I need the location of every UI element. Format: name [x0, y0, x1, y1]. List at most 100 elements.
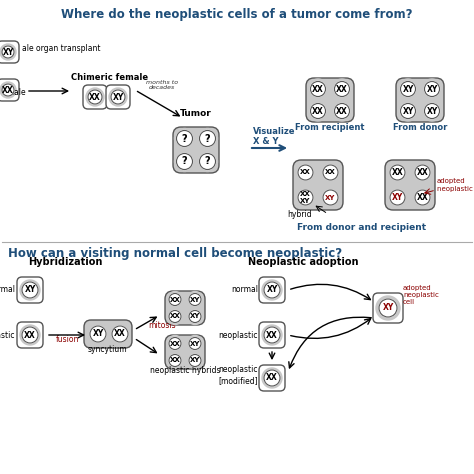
Circle shape — [198, 128, 218, 148]
Text: adopted
neoplastic cells: adopted neoplastic cells — [437, 179, 474, 191]
Circle shape — [187, 309, 203, 325]
Text: normal: normal — [231, 285, 258, 294]
Circle shape — [335, 82, 349, 97]
Text: neoplastic: neoplastic — [0, 330, 15, 339]
FancyBboxPatch shape — [373, 293, 403, 323]
Circle shape — [169, 310, 181, 322]
Circle shape — [167, 336, 183, 352]
Text: Visualize: Visualize — [253, 127, 295, 136]
Circle shape — [379, 299, 397, 317]
Text: Where do the neoplastic cells of a tumor come from?: Where do the neoplastic cells of a tumor… — [61, 8, 413, 21]
Circle shape — [262, 280, 282, 300]
Text: Neoplastic adoption: Neoplastic adoption — [248, 257, 358, 267]
Circle shape — [169, 355, 181, 366]
FancyBboxPatch shape — [106, 85, 130, 109]
FancyBboxPatch shape — [385, 160, 435, 210]
Circle shape — [425, 103, 439, 118]
Text: ?: ? — [182, 156, 187, 166]
Circle shape — [310, 82, 326, 97]
Circle shape — [320, 188, 340, 208]
Text: adopted
neoplastic
cell: adopted neoplastic cell — [403, 285, 439, 305]
Circle shape — [415, 190, 430, 205]
Text: XY: XY — [266, 285, 278, 294]
Circle shape — [376, 296, 400, 320]
Text: ?: ? — [182, 134, 187, 144]
Text: emale: emale — [3, 88, 27, 97]
FancyBboxPatch shape — [0, 79, 19, 101]
Text: XX: XX — [114, 329, 126, 338]
Text: Chimeric female: Chimeric female — [72, 73, 148, 82]
Circle shape — [2, 46, 14, 58]
Circle shape — [90, 326, 106, 342]
Circle shape — [22, 327, 38, 343]
Text: XY: XY — [427, 107, 438, 116]
Circle shape — [187, 353, 203, 368]
Circle shape — [412, 163, 432, 182]
Circle shape — [169, 337, 181, 349]
Text: How can a visiting normal cell become neoplastic?: How can a visiting normal cell become ne… — [8, 247, 342, 260]
Circle shape — [189, 293, 201, 306]
Circle shape — [167, 353, 183, 368]
Text: XY: XY — [392, 193, 403, 202]
Circle shape — [262, 368, 282, 388]
Text: fusion: fusion — [55, 335, 79, 344]
Circle shape — [264, 327, 280, 343]
FancyBboxPatch shape — [165, 335, 205, 369]
Circle shape — [401, 103, 416, 118]
Circle shape — [198, 152, 218, 172]
Text: Tumor: Tumor — [180, 109, 212, 118]
Text: XX: XX — [336, 107, 348, 116]
Circle shape — [174, 128, 194, 148]
Text: hybrid: hybrid — [288, 210, 312, 219]
Text: XY: XY — [112, 92, 124, 101]
Circle shape — [2, 84, 14, 96]
Circle shape — [86, 88, 104, 106]
Text: From donor and recipient: From donor and recipient — [298, 223, 427, 232]
FancyBboxPatch shape — [259, 277, 285, 303]
Circle shape — [22, 282, 38, 298]
Text: XY: XY — [2, 47, 14, 56]
Text: XY: XY — [190, 357, 200, 364]
Circle shape — [308, 101, 328, 121]
FancyBboxPatch shape — [396, 78, 444, 122]
Circle shape — [189, 310, 201, 322]
Circle shape — [323, 190, 338, 205]
FancyBboxPatch shape — [173, 127, 219, 173]
Circle shape — [323, 165, 338, 180]
Text: XY: XY — [92, 329, 104, 338]
Circle shape — [189, 337, 201, 349]
Text: X & Y: X & Y — [253, 137, 279, 146]
Text: XX: XX — [266, 374, 278, 383]
Text: XY: XY — [427, 84, 438, 93]
FancyBboxPatch shape — [165, 291, 205, 325]
FancyBboxPatch shape — [84, 320, 132, 348]
Text: XX: XX — [170, 357, 181, 364]
Text: XX: XX — [336, 84, 348, 93]
Text: XY: XY — [402, 84, 414, 93]
Circle shape — [308, 79, 328, 99]
Text: neoplastic hybrids: neoplastic hybrids — [150, 366, 220, 375]
Text: ?: ? — [205, 134, 210, 144]
Circle shape — [189, 355, 201, 366]
Circle shape — [200, 154, 216, 170]
Circle shape — [88, 90, 102, 104]
Circle shape — [332, 79, 352, 99]
Circle shape — [388, 188, 408, 208]
Text: ale organ transplant: ale organ transplant — [22, 44, 100, 53]
Text: XX: XX — [312, 107, 324, 116]
Text: XY: XY — [190, 313, 200, 319]
FancyBboxPatch shape — [306, 78, 354, 122]
Circle shape — [187, 292, 203, 308]
Text: XX: XX — [170, 313, 181, 319]
Circle shape — [415, 165, 430, 180]
Circle shape — [295, 188, 316, 208]
FancyBboxPatch shape — [259, 322, 285, 348]
Text: XY: XY — [190, 340, 200, 346]
Circle shape — [176, 130, 192, 146]
Text: XX: XX — [89, 92, 101, 101]
Text: XX: XX — [392, 168, 403, 177]
Circle shape — [422, 79, 442, 99]
Circle shape — [20, 325, 40, 345]
Circle shape — [398, 101, 418, 121]
Circle shape — [167, 292, 183, 308]
